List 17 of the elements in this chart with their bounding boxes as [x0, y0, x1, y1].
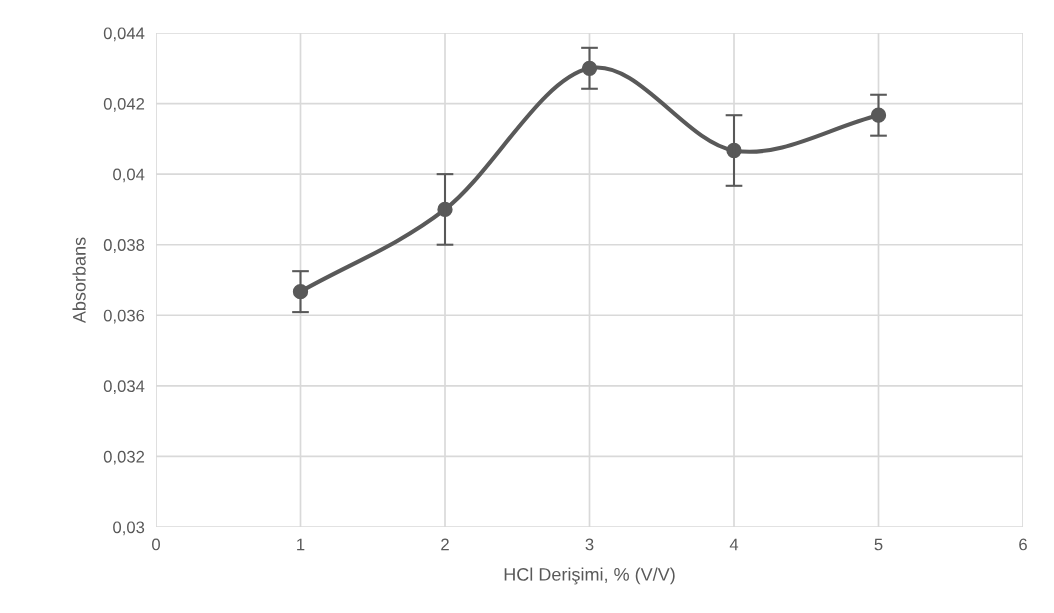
y-tick-label: 0,044	[103, 27, 145, 42]
y-tick-label: 0,032	[103, 450, 145, 465]
x-tick-label: 1	[297, 538, 305, 551]
y-tick-label: 0,038	[103, 239, 145, 253]
x-axis-title: HCl Derişimi, % (V/V)	[504, 567, 675, 585]
y-tick-label: 0,042	[103, 97, 145, 112]
y-axis-title: Absorbans	[72, 237, 86, 324]
y-tick-label: 0,034	[103, 380, 145, 395]
x-tick-label: 5	[874, 538, 883, 551]
x-tick-label: 2	[441, 538, 449, 551]
x-tick-label: 0	[152, 538, 160, 551]
x-tick-label: 6	[1019, 538, 1027, 551]
x-tick-label: 3	[585, 538, 594, 551]
y-tick-label: 0,036	[103, 309, 145, 324]
y-tick-label: 0,03	[113, 521, 145, 536]
x-tick-label: 4	[729, 538, 739, 551]
y-tick-label: 0,04	[113, 168, 145, 183]
